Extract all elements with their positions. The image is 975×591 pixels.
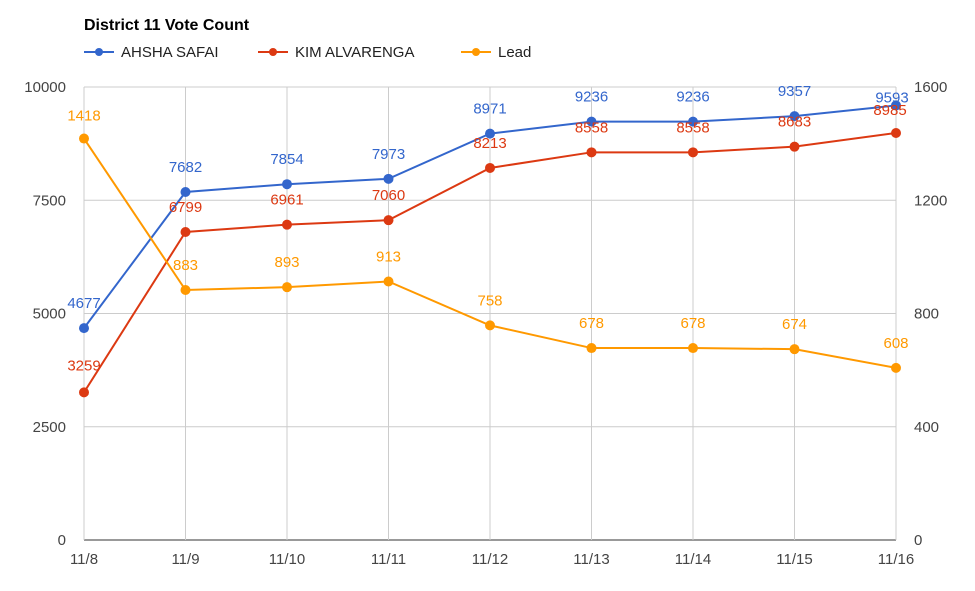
data-label: 7060 <box>372 187 405 204</box>
data-point[interactable] <box>383 276 394 287</box>
left-tick-label: 2500 <box>33 419 66 436</box>
data-point[interactable] <box>485 128 495 139</box>
right-tick-label: 1600 <box>914 79 947 96</box>
right-axis-ticks: 0 400 800 1200 1600 <box>914 79 947 549</box>
data-label: 8558 <box>676 119 709 136</box>
data-point[interactable] <box>383 173 394 184</box>
gridlines <box>83 86 897 541</box>
data-label: 893 <box>274 254 299 271</box>
data-point[interactable] <box>485 162 495 173</box>
data-label: 3259 <box>67 357 100 374</box>
data-label: 4677 <box>67 295 100 312</box>
data-point[interactable] <box>586 116 597 127</box>
legend: AHSHA SAFAI KIM ALVARENGA Lead <box>84 44 531 61</box>
chart-title: District 11 Vote Count <box>84 17 250 34</box>
x-tick-label: 11/13 <box>573 551 609 568</box>
data-point[interactable] <box>789 344 800 355</box>
x-tick-label: 11/10 <box>269 551 305 568</box>
data-label: 608 <box>883 335 908 352</box>
data-point[interactable] <box>180 187 191 198</box>
data-label: 8558 <box>575 119 608 136</box>
right-tick-label: 0 <box>914 532 922 549</box>
right-tick-label: 400 <box>914 419 939 436</box>
x-tick-label: 11/11 <box>371 551 406 568</box>
left-tick-label: 7500 <box>33 192 66 209</box>
data-label: 6961 <box>270 192 303 209</box>
data-point[interactable] <box>79 387 89 398</box>
data-label: 7682 <box>169 159 202 176</box>
data-point[interactable] <box>789 111 800 122</box>
data-label: 8985 <box>873 102 906 119</box>
x-axis-ticks: 11/8 11/9 11/10 11/11 11/12 11/13 11/14 11/15 11… <box>70 551 914 568</box>
data-label: 7973 <box>372 146 405 163</box>
legend-item-ahsha-safai[interactable]: AHSHA SAFAI <box>84 44 219 61</box>
data-point[interactable] <box>586 147 597 158</box>
data-label: 674 <box>782 316 807 333</box>
legend-label-lead: Lead <box>498 44 531 61</box>
data-label: 1418 <box>67 108 100 125</box>
data-point[interactable] <box>891 362 901 373</box>
data-label: 6799 <box>169 199 202 216</box>
x-tick-label: 11/12 <box>472 551 508 568</box>
data-label: 913 <box>376 249 401 266</box>
legend-item-lead[interactable]: Lead <box>461 44 531 61</box>
data-labels: 4677 7682 7854 7973 8971 9236 9236 9357 9593 3259… <box>67 83 908 374</box>
data-label: 8213 <box>473 135 506 152</box>
data-point[interactable] <box>789 141 800 152</box>
x-tick-label: 11/16 <box>878 551 914 568</box>
data-point[interactable] <box>688 343 698 354</box>
x-tick-label: 11/8 <box>70 551 98 568</box>
data-label: 9236 <box>676 89 709 106</box>
data-label: 8683 <box>778 114 811 131</box>
data-label: 9593 <box>875 89 908 106</box>
left-tick-label: 0 <box>58 532 66 549</box>
data-label: 9357 <box>778 83 811 100</box>
data-point[interactable] <box>282 219 292 230</box>
data-point[interactable] <box>688 116 698 127</box>
data-point[interactable] <box>891 127 901 138</box>
left-tick-label: 10000 <box>24 79 66 96</box>
data-label: 678 <box>579 315 604 332</box>
left-axis-ticks: 0 2500 5000 7500 10000 <box>24 79 66 549</box>
right-tick-label: 800 <box>914 306 939 323</box>
data-label: 8971 <box>473 101 506 118</box>
x-tick-label: 11/9 <box>171 551 199 568</box>
data-label: 883 <box>173 257 198 274</box>
data-label: 678 <box>680 315 705 332</box>
legend-item-kim-alvarenga[interactable]: KIM ALVARENGA <box>258 44 414 61</box>
left-tick-label: 5000 <box>33 306 66 323</box>
data-point[interactable] <box>485 320 495 331</box>
data-point[interactable] <box>282 179 292 190</box>
legend-label-ahsha-safai: AHSHA SAFAI <box>121 44 219 61</box>
data-point[interactable] <box>79 133 89 144</box>
right-tick-label: 1200 <box>914 192 947 209</box>
x-tick-label: 11/15 <box>776 551 812 568</box>
x-tick-label: 11/14 <box>675 551 711 568</box>
data-point[interactable] <box>180 285 191 296</box>
data-point[interactable] <box>383 215 394 226</box>
data-point[interactable] <box>79 323 89 334</box>
series-points <box>79 100 901 398</box>
data-point[interactable] <box>688 147 698 158</box>
data-point[interactable] <box>282 282 292 293</box>
data-point[interactable] <box>180 227 191 238</box>
data-label: 758 <box>477 292 502 309</box>
data-label: 9236 <box>575 89 608 106</box>
data-point[interactable] <box>586 343 597 354</box>
data-point[interactable] <box>891 100 901 111</box>
data-label: 7854 <box>270 151 303 168</box>
legend-label-kim-alvarenga: KIM ALVARENGA <box>295 44 414 61</box>
